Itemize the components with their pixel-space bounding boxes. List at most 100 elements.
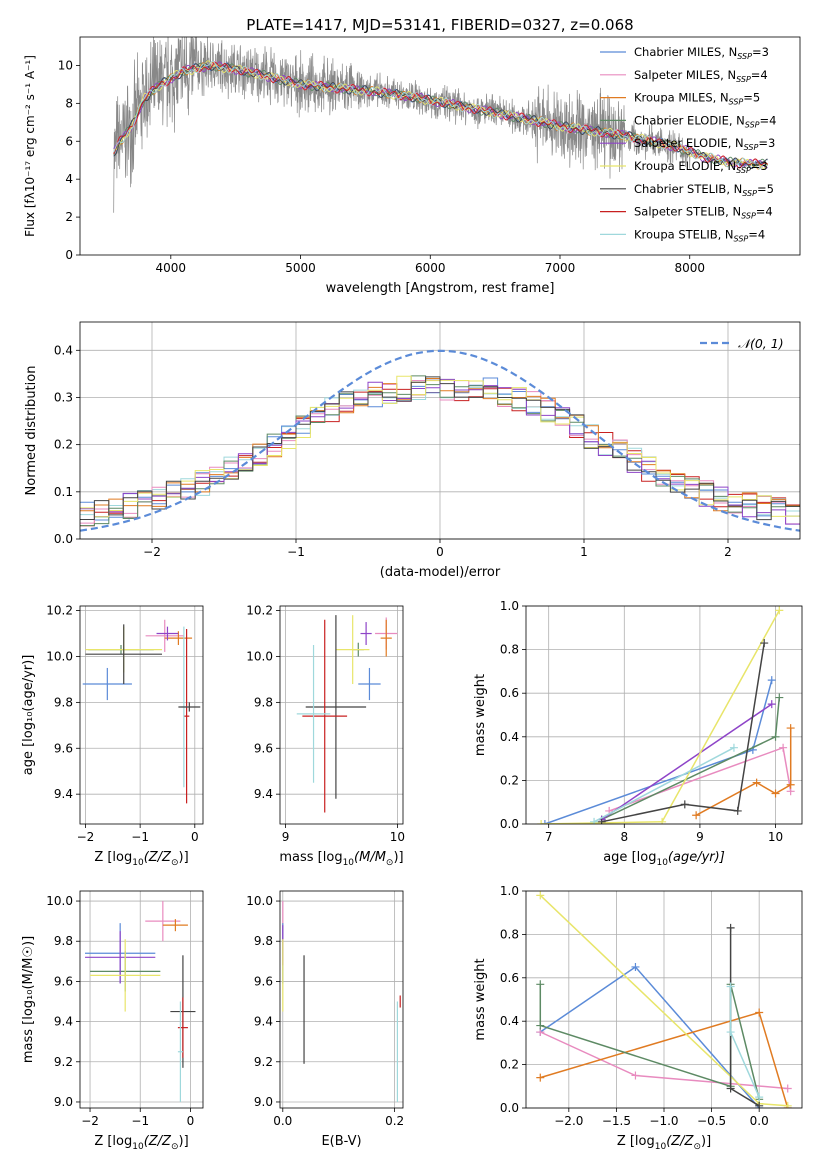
weight-marker [760,639,769,648]
weight-line [601,642,765,823]
weight-marker [658,817,667,824]
errorbar-point [302,619,348,813]
legend-text: Chabrier STELIB, N [634,182,742,196]
legend-label: Chabrier STELIB, NSSP=5 [634,182,774,198]
legend-subscript: SSP [729,98,744,107]
weight-marker [755,1008,764,1017]
errorbar-point [178,702,201,712]
legend-label: Chabrier ELODIE, NSSP=4 [634,113,776,129]
grid [80,606,203,824]
axes-frame [79,36,801,256]
weight-marker [537,820,546,824]
errorbar-point [90,939,161,1012]
legend-text: Chabrier MILES, N [634,45,737,59]
axes-frame [79,321,801,540]
y-tick-label: 0.2 [54,438,73,452]
y-tick-label: 0.0 [500,817,519,831]
legend-label: Salpeter STELIB, NSSP=4 [634,205,773,221]
y-tick-label: 9.4 [254,1015,273,1029]
spectrum-model-line [113,62,768,169]
plot-area [85,901,196,1102]
weight-marker [726,1084,735,1093]
legend-label: Salpeter ELODIE, NSSP=3 [634,136,775,152]
y-tick-label: 10 [58,58,73,72]
legend-text: Salpeter STELIB, N [634,205,741,219]
label-part: Z [log [94,850,132,865]
histogram-8 [80,376,800,521]
errorbar-point [177,1001,183,1102]
x-tick-label: 0 [436,545,444,559]
panel-mass_vs_Z: −2 −1 0 9.0 9.2 9.4 9.6 9.8 10.0 Z [log10(Z/Z⊙)] m… [21,890,204,1152]
weight-marker [783,1084,792,1093]
legend-text: =3 [752,45,769,59]
legend-text: =4 [756,205,773,219]
y-tick-label: 0.2 [500,1058,519,1072]
legend-label: Chabrier MILES, NSSP=3 [634,45,769,61]
label-subscript: ⊙ [386,858,394,868]
x-tick-label: 4000 [156,261,187,275]
errorbar-point [162,919,188,932]
weight-marker [783,1101,792,1108]
weight-marker [536,1073,545,1082]
x-tick-label: 10 [390,830,405,844]
weight-line [601,703,773,821]
y-tick-label: 1.0 [500,884,519,898]
y-tick-label: 9.0 [54,1095,73,1109]
y-tick-label: 0.4 [500,730,519,744]
axes-frame [279,605,404,825]
panel-age_vs_Z: −2 −1 0 9.4 9.6 9.8 10.0 10.2 Z [log10(Z/Z⊙)] age… [21,604,204,868]
x-tick-label: 9 [696,830,704,844]
legend-label: Kroupa MILES, NSSP=5 [634,91,760,107]
legend-text: Kroupa STELIB, N [634,227,734,241]
plot-area [113,37,768,213]
y-tick-label: 9.2 [254,1055,273,1069]
y-tick-label: 9.8 [254,695,273,709]
y-tick-label: 10.0 [46,649,73,663]
weight-marker [786,724,795,733]
panel-spectrum: 4000 5000 6000 7000 8000 0 2 4 6 8 10 wavelength [A… [23,36,801,296]
x-tick-label: −2.0 [554,1114,583,1128]
weight-marker [729,743,738,752]
y-tick-label: 9.0 [254,1095,273,1109]
legend-text: =4 [760,113,777,127]
errorbar-point [145,619,184,652]
weight-marker [733,806,742,815]
y-tick-label: 9.4 [254,787,273,801]
errorbar-point [177,997,188,1058]
grid [80,891,203,1108]
weight-marker [786,780,795,789]
axes-frame [79,605,204,825]
x-axis-label: wavelength [Angstrom, rest frame] [326,281,555,296]
y-tick-label: 9.4 [54,787,73,801]
weight-marker [726,923,735,932]
y-tick-label: 0.2 [500,773,519,787]
panel-residuals: −2 −1 0 1 2 0.0 0.1 0.2 0.3 0.4 (data-model)/error… [24,321,801,580]
legend-subscript: SSP [737,52,752,61]
legend-label: Salpeter MILES, NSSP=4 [634,68,768,84]
y-tick-label: 8 [65,96,73,110]
y-tick-label: 0.8 [500,927,519,941]
y-tick-label: 0.4 [500,1014,519,1028]
y-tick-label: 0.0 [500,1101,519,1115]
legend-text: Salpeter MILES, N [634,68,736,82]
legend-label: 𝒩(0, 1) [738,336,784,351]
label-part: )] [701,1134,711,1149]
weight-line [539,966,760,1108]
label-subscript: 10 [656,858,668,868]
x-tick-label: 0 [191,830,199,844]
x-tick-label: −1 [131,1114,149,1128]
label-part: (M/M [354,850,386,865]
legend-label: Kroupa ELODIE, NSSP=3 [634,159,768,175]
legend-subscript: SSP [741,212,756,221]
y-tick-label: 10.0 [46,894,73,908]
y-tick-label: 1.0 [500,599,519,613]
x-tick-label: −2 [81,1114,99,1128]
plot-area [82,619,201,804]
y-tick-label: 0.6 [500,686,519,700]
axes-frame [79,890,204,1109]
weight-marker [631,962,640,971]
label-subscript: ⊙ [171,858,179,868]
grid [80,322,800,540]
errorbar-point [145,901,181,942]
